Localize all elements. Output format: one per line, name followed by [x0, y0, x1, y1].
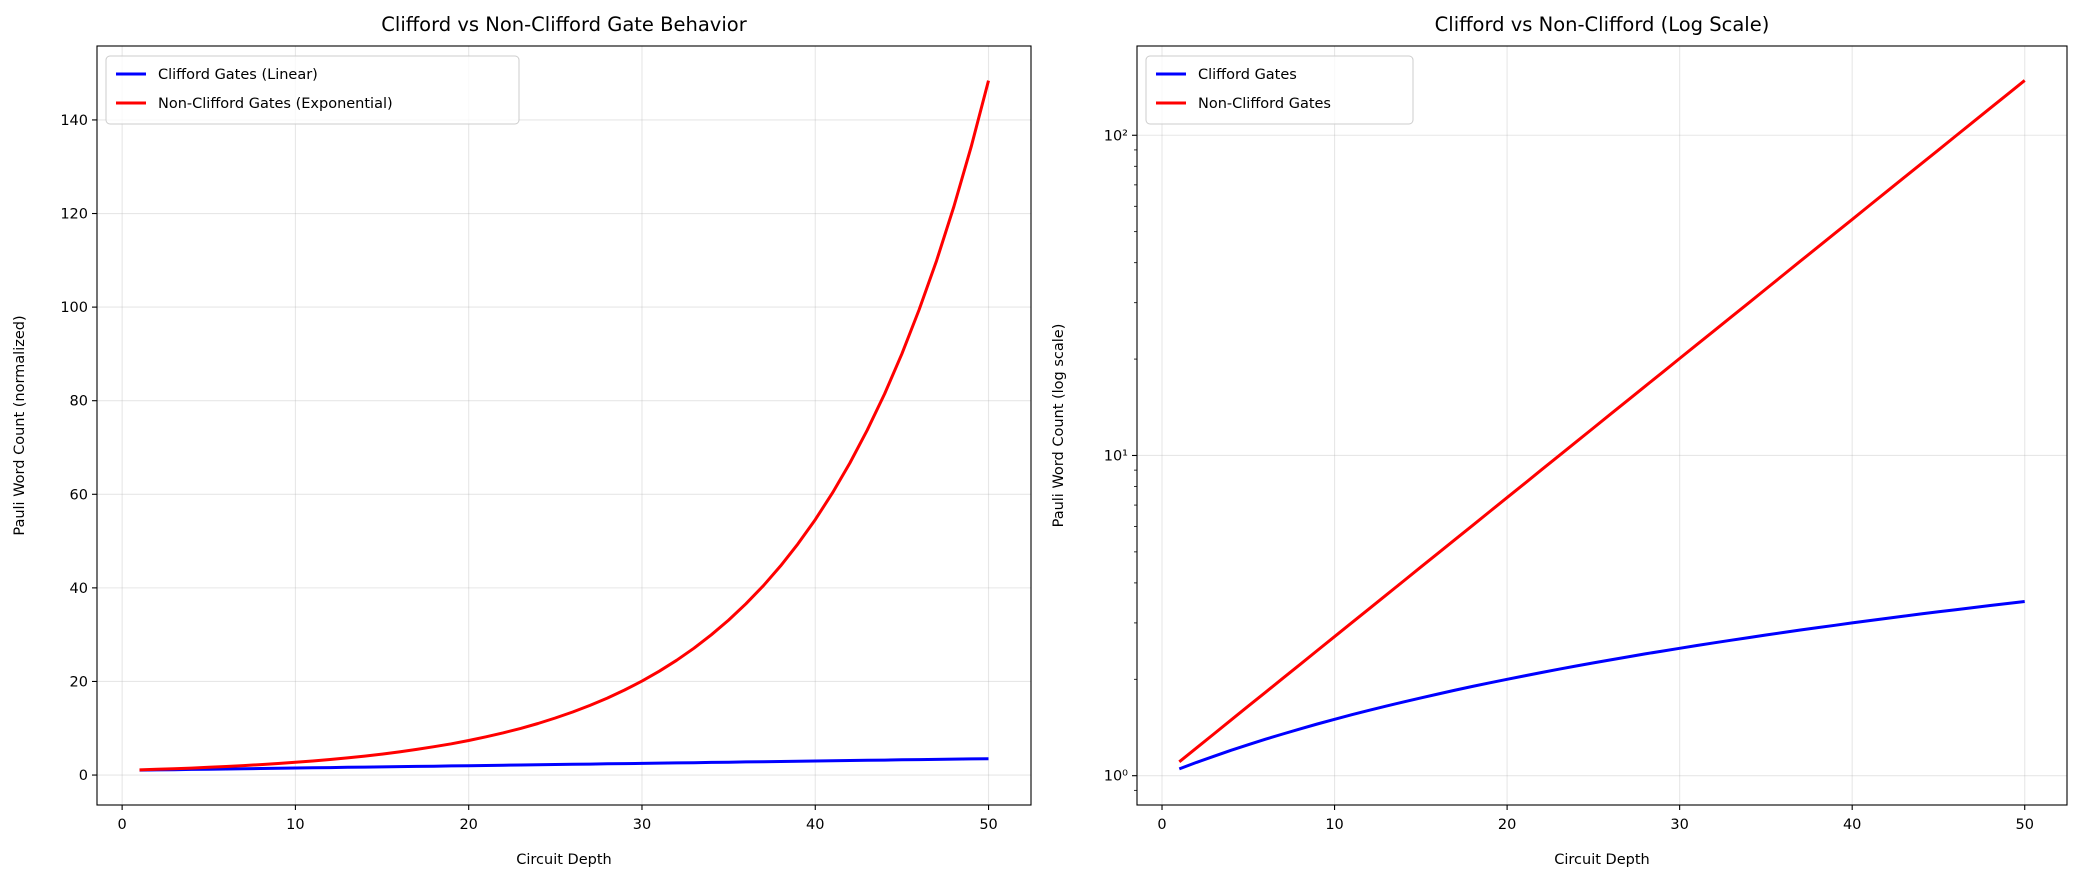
series-line-clifford	[1178, 600, 2025, 771]
chart-title: Clifford vs Non-Clifford (Log Scale)	[1435, 13, 1770, 36]
series-line-nonclifford	[139, 80, 990, 772]
legend-label: Clifford Gates	[1198, 67, 1297, 83]
y-axis-label: Pauli Word Count (normalized)	[12, 315, 28, 535]
chart-title: Clifford vs Non-Clifford Gate Behavior	[381, 13, 747, 36]
chart-1: 0 10 20 30 40 50 0 20 40 60 80 100 120 140 Clifford vs…	[12, 13, 1032, 868]
legend-label: Non-Clifford Gates (Exponential)	[158, 96, 393, 112]
x-tick-label: 30	[1670, 817, 1688, 833]
chart-2: 0 10 20 30 40 50 10⁰ 10¹ 10² Clifford vs Non-Clif…	[1051, 13, 2068, 868]
y-tick-label: 10⁰	[1104, 769, 1128, 785]
x-tick-label: 20	[459, 817, 477, 833]
series-line-nonclifford	[1178, 79, 2026, 763]
y-tick-label: 10²	[1104, 128, 1128, 144]
legend-box	[1145, 55, 1414, 125]
x-tick-label: 0	[1157, 817, 1166, 833]
axes-frame	[1136, 45, 2068, 806]
x-tick-label: 40	[1843, 817, 1861, 833]
y-tick-label: 20	[70, 674, 88, 690]
series-line-clifford	[139, 757, 989, 772]
legend-label: Clifford Gates (Linear)	[158, 67, 318, 83]
legend-box	[105, 55, 520, 125]
x-tick-label: 20	[1498, 817, 1516, 833]
legend-label: Non-Clifford Gates	[1198, 96, 1331, 112]
y-tick-label: 10¹	[1104, 448, 1128, 464]
x-tick-label: 30	[633, 817, 651, 833]
x-tick-label: 50	[979, 817, 997, 833]
y-tick-label: 80	[70, 394, 88, 410]
x-tick-label: 50	[2016, 817, 2034, 833]
x-tick-label: 10	[1325, 817, 1343, 833]
y-tick-label: 60	[70, 487, 88, 503]
y-tick-label: 140	[60, 113, 88, 129]
y-tick-label: 40	[70, 581, 88, 597]
x-tick-label: 40	[806, 817, 824, 833]
x-tick-label: 0	[118, 817, 127, 833]
y-tick-label: 0	[79, 768, 88, 784]
axes-frame	[96, 45, 1032, 806]
x-axis-label: Circuit Depth	[1554, 852, 1649, 868]
x-tick-label: 10	[286, 817, 304, 833]
y-tick-label: 120	[60, 207, 88, 223]
legend: Clifford Gates Non-Clifford Gates	[1145, 55, 1414, 125]
y-axis-label: Pauli Word Count (log scale)	[1051, 324, 1067, 528]
y-tick-label: 100	[60, 300, 88, 316]
legend: Clifford Gates (Linear) Non-Clifford Gate…	[105, 55, 520, 125]
x-axis-label: Circuit Depth	[516, 852, 611, 868]
